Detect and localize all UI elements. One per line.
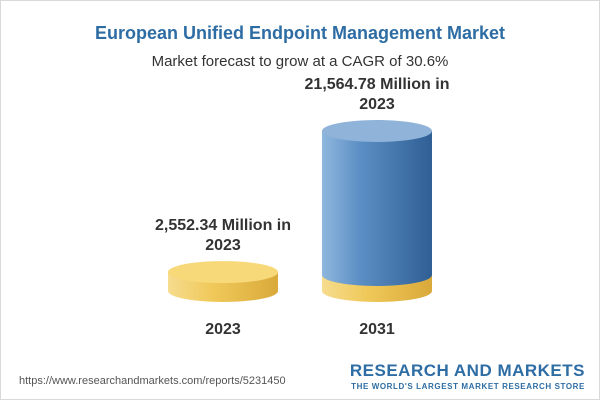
data-label: 21,564.78 Million in xyxy=(305,76,450,93)
source-url[interactable]: https://www.researchandmarkets.com/repor… xyxy=(19,375,286,387)
brand-logo: RESEARCH AND MARKETS THE WORLD'S LARGEST… xyxy=(350,361,585,391)
data-label: 2,552.34 Million in xyxy=(155,217,291,234)
data-label: 2023 xyxy=(205,237,241,254)
bar-2031 xyxy=(322,120,432,302)
bar-2023 xyxy=(168,261,278,302)
chart-subtitle: Market forecast to grow at a CAGR of 30.… xyxy=(151,53,449,70)
bar-forecast-top xyxy=(322,120,432,142)
data-label: 2023 xyxy=(359,96,395,113)
bar-forecast-body xyxy=(322,131,432,286)
bar-base-top xyxy=(168,261,278,284)
brand-name: RESEARCH AND MARKETS xyxy=(349,361,585,380)
category-label: 2023 xyxy=(205,321,241,338)
chart-title: European Unified Endpoint Management Mar… xyxy=(94,23,506,43)
category-label: 2031 xyxy=(359,321,395,338)
brand-tagline: THE WORLD'S LARGEST MARKET RESEARCH STOR… xyxy=(351,382,585,391)
